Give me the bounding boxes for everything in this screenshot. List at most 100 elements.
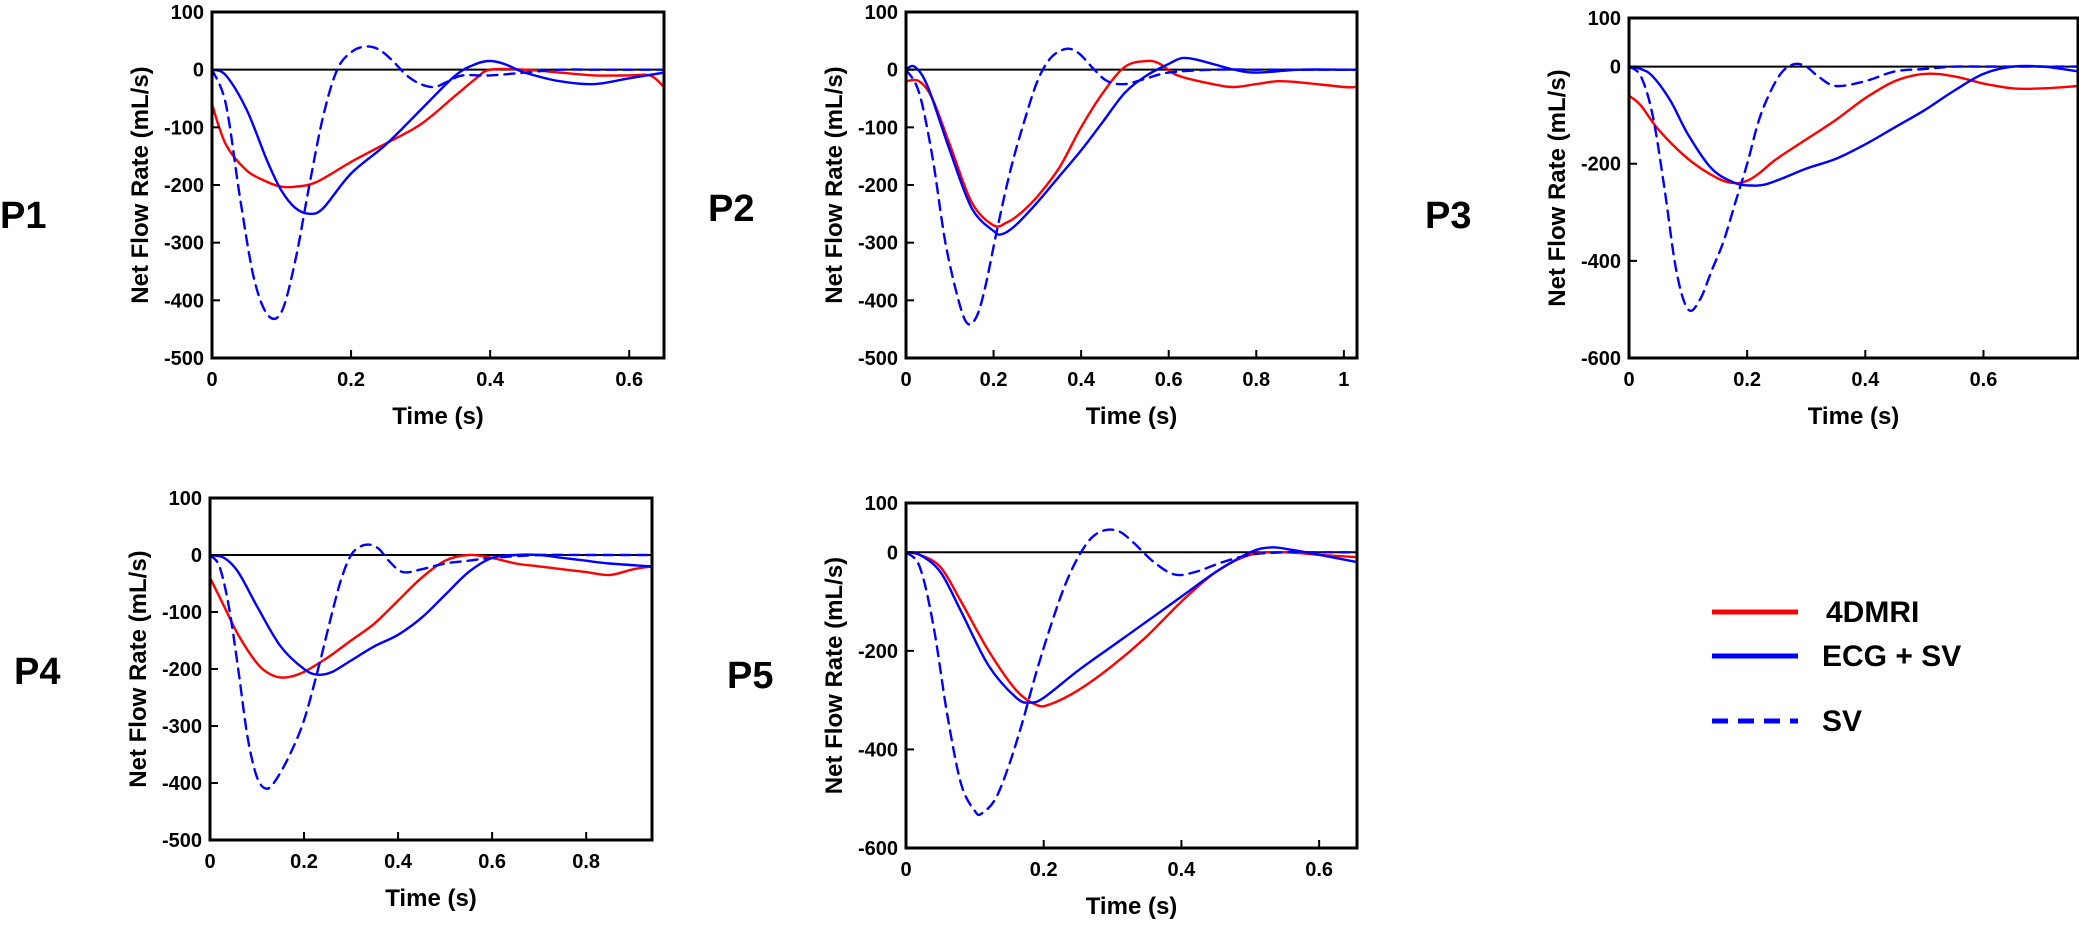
y-tick-label: -400 <box>162 773 202 795</box>
y-tick-label: -300 <box>164 233 204 255</box>
x-tick-label: 0.6 <box>478 851 506 873</box>
series-group <box>906 47 1357 326</box>
y-tick-label: -200 <box>164 175 204 197</box>
y-axis-title: Net Flow Rate (mL/s) <box>821 66 848 303</box>
series-line-sv <box>1629 62 2078 313</box>
y-tick-label: -100 <box>164 117 204 139</box>
y-axis-title: Net Flow Rate (mL/s) <box>1544 69 1571 306</box>
y-tick-label: -200 <box>1581 154 1621 176</box>
y-tick-label: 0 <box>1610 57 1621 79</box>
series-line-4dmri <box>1629 72 2078 185</box>
x-tick-label: 0.6 <box>615 369 643 391</box>
chart-p3: 0 0.2 0.4 0.6 100 0 -200 -400 -600 Time (s) Net Fl… <box>1425 8 2079 430</box>
legend-label: SV <box>1822 705 1862 738</box>
series-line-4dmri <box>212 67 664 189</box>
panel-label: P3 <box>1425 195 1471 237</box>
x-tick-label: 0.2 <box>1733 369 1761 391</box>
y-axis-title: Net Flow Rate (mL/s) <box>125 550 152 787</box>
legend-item: SV <box>1712 705 1862 738</box>
series-line-ecg-sv <box>1629 64 2078 187</box>
y-tick-label: -400 <box>858 290 898 312</box>
series-line-sv <box>210 543 652 790</box>
chart-p4: 0 0.2 0.4 0.6 0.8 100 0 -100 -200 -300 -400 -500 Tim… <box>14 488 654 912</box>
y-tick-label: 0 <box>887 60 898 82</box>
x-tick-label: 0.4 <box>476 369 505 391</box>
y-tick-label: -500 <box>162 830 202 852</box>
x-axis-title: Time (s) <box>392 403 484 430</box>
x-tick-label: 0.2 <box>337 369 365 391</box>
chart-p5: 0 0.2 0.4 0.6 100 0 -200 -400 -600 Time (s) Net Fl… <box>727 493 1359 920</box>
panel-label: P2 <box>708 188 754 230</box>
x-tick-label: 0 <box>206 369 217 391</box>
chart-p2: 0 0.2 0.4 0.6 0.8 1 100 0 -100 -200 -300 -400 -500 Ti… <box>708 2 1359 430</box>
x-tick-label: 1 <box>1338 369 1349 391</box>
x-tick-label: 0 <box>900 369 911 391</box>
series-line-ecg-sv <box>906 56 1357 236</box>
series-line-4dmri <box>906 59 1357 228</box>
series-line-4dmri <box>906 551 1357 708</box>
x-tick-label: 0 <box>900 859 911 881</box>
series-group <box>906 528 1357 817</box>
panel-label: P5 <box>727 655 773 697</box>
series-line-ecg-sv <box>212 59 664 216</box>
y-axis-title: Net Flow Rate (mL/s) <box>127 66 154 303</box>
y-tick-label: 100 <box>865 493 898 515</box>
x-tick-label: 0 <box>1623 369 1634 391</box>
y-tick-label: -500 <box>164 348 204 370</box>
y-tick-label: -600 <box>858 838 898 860</box>
x-tick-label: 0.4 <box>1067 369 1096 391</box>
y-tick-label: 0 <box>887 542 898 564</box>
y-tick-label: -100 <box>162 602 202 624</box>
y-tick-label: 100 <box>171 2 204 24</box>
y-tick-label: -500 <box>858 348 898 370</box>
y-tick-label: -200 <box>858 641 898 663</box>
y-tick-label: 0 <box>191 545 202 567</box>
legend-item: ECG + SV <box>1712 640 1961 673</box>
panel-label: P4 <box>14 651 60 693</box>
y-tick-label: 100 <box>169 488 202 510</box>
series-line-sv <box>212 45 664 321</box>
legend-label: ECG + SV <box>1822 640 1961 673</box>
x-tick-label: 0.6 <box>1305 859 1333 881</box>
x-tick-label: 0.4 <box>1168 859 1197 881</box>
plot-frame <box>1627 16 2079 360</box>
plot-frame <box>208 496 654 842</box>
x-axis-title: Time (s) <box>1086 403 1178 430</box>
series-group <box>1629 62 2078 313</box>
series-line-ecg-sv <box>210 553 652 677</box>
plot-frame <box>210 10 666 360</box>
y-tick-label: -400 <box>1581 251 1621 273</box>
x-tick-label: 0.6 <box>1970 369 1998 391</box>
x-tick-label: 0.4 <box>1851 369 1880 391</box>
x-tick-label: 0.4 <box>384 851 413 873</box>
y-tick-label: -600 <box>1581 348 1621 370</box>
y-axis-title: Net Flow Rate (mL/s) <box>821 557 848 794</box>
series-line-sv <box>906 47 1357 326</box>
chart-p1: 0 0.2 0.4 0.6 100 0 -100 -200 -300 -400 -500 Time (… <box>0 2 666 430</box>
x-tick-label: 0.2 <box>980 369 1008 391</box>
y-tick-label: -300 <box>162 716 202 738</box>
y-tick-label: -100 <box>858 117 898 139</box>
legend-label: 4DMRI <box>1826 596 1919 629</box>
y-tick-label: 100 <box>865 2 898 24</box>
x-axis-title: Time (s) <box>385 885 477 912</box>
legend: 4DMRI ECG + SV SV <box>1712 596 1961 738</box>
x-tick-label: 0 <box>204 851 215 873</box>
series-line-ecg-sv <box>906 546 1357 704</box>
legend-item: 4DMRI <box>1712 596 1919 629</box>
y-tick-label: -300 <box>858 233 898 255</box>
x-tick-label: 0.2 <box>290 851 318 873</box>
x-tick-label: 0.8 <box>572 851 600 873</box>
x-axis-title: Time (s) <box>1086 893 1178 920</box>
x-tick-label: 0.8 <box>1242 369 1270 391</box>
y-tick-label: -200 <box>858 175 898 197</box>
series-group <box>212 45 664 321</box>
series-line-4dmri <box>210 553 652 679</box>
y-tick-label: -400 <box>164 290 204 312</box>
panel-label: P1 <box>0 195 46 237</box>
y-tick-label: 0 <box>193 60 204 82</box>
x-axis-title: Time (s) <box>1808 403 1900 430</box>
series-line-sv <box>906 528 1357 817</box>
